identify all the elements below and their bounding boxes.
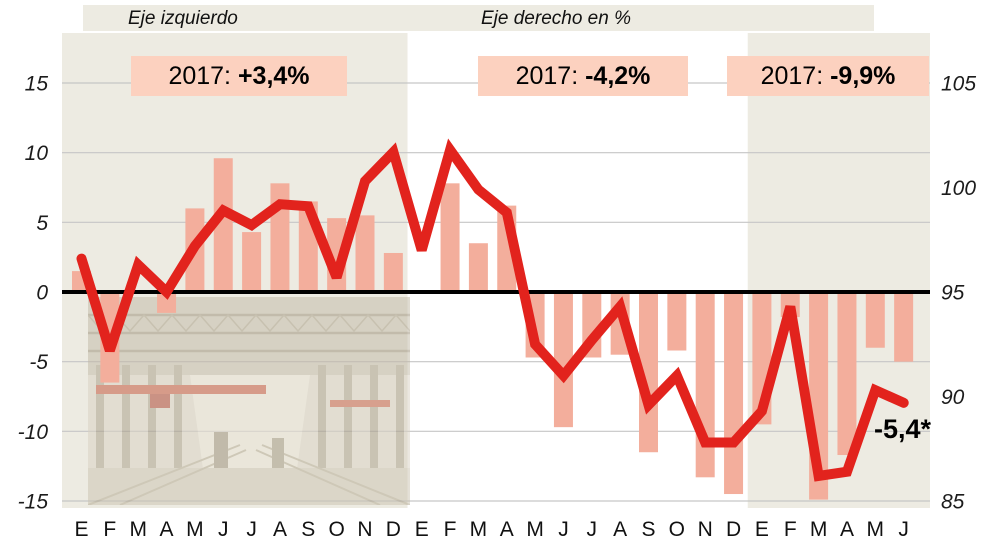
- month-label: M: [526, 518, 544, 541]
- bar: [837, 292, 857, 456]
- month-label: S: [301, 518, 315, 541]
- factory-photo: [88, 297, 410, 505]
- month-label: A: [500, 518, 514, 541]
- month-label: E: [74, 518, 88, 541]
- month-label: O: [669, 518, 685, 541]
- bar: [553, 292, 573, 428]
- left-tick-label: -10: [18, 421, 49, 444]
- month-label: M: [867, 518, 885, 541]
- bar: [383, 252, 403, 292]
- month-label: D: [726, 518, 741, 541]
- month-label: J: [218, 518, 229, 541]
- bar: [695, 292, 715, 478]
- right-tick-label: 100: [941, 177, 976, 200]
- month-label: E: [415, 518, 429, 541]
- bar: [468, 243, 488, 292]
- month-label: A: [160, 518, 174, 541]
- month-label: F: [784, 518, 797, 541]
- bar: [157, 292, 177, 313]
- index-line: [76, 138, 909, 482]
- bar: [639, 292, 658, 453]
- month-label: J: [246, 518, 257, 541]
- month-label: A: [613, 518, 627, 541]
- month-label: N: [698, 518, 713, 541]
- left-tick-label: 15: [25, 73, 49, 96]
- month-label: J: [558, 518, 569, 541]
- month-label: A: [273, 518, 287, 541]
- bar: [667, 292, 687, 351]
- legend-strip: Eje izquierdo Eje derecho en %: [83, 5, 874, 31]
- right-tick-label: 90: [941, 386, 965, 409]
- left-tick-label: 10: [25, 142, 49, 165]
- annotation-value: -4,2%: [585, 61, 651, 90]
- left-tick-label: 5: [36, 212, 48, 235]
- month-label: O: [328, 518, 344, 541]
- month-label: J: [898, 518, 909, 541]
- month-label: M: [186, 518, 204, 541]
- annotation-year: 2017:: [168, 61, 238, 90]
- right-tick-label: 105: [941, 73, 976, 96]
- bar: [242, 232, 262, 292]
- right-tick-label: 85: [941, 491, 965, 514]
- month-label: E: [755, 518, 769, 541]
- month-label: F: [444, 518, 457, 541]
- month-label: F: [103, 518, 116, 541]
- bar: [355, 215, 375, 292]
- annotation-value: +3,4%: [237, 61, 310, 90]
- annotation-2019: 2017: -9,9%: [727, 56, 929, 96]
- bar: [724, 292, 744, 495]
- month-label: M: [810, 518, 828, 541]
- legend-left-axis: Eje izquierdo: [128, 8, 238, 29]
- bar: [894, 292, 914, 362]
- month-label: D: [386, 518, 401, 541]
- annotation-2018: 2017: -4,2%: [478, 56, 688, 96]
- legend-right-axis: Eje derecho en %: [481, 8, 631, 29]
- annotation-2017: 2017: +3,4%: [131, 56, 347, 96]
- bar: [213, 158, 233, 292]
- last-value-label: -5,4*: [874, 414, 932, 444]
- left-tick-label: -15: [18, 491, 49, 514]
- annotation-year: 2017:: [760, 61, 831, 90]
- month-label: S: [641, 518, 655, 541]
- annotation-value: -9,9%: [830, 61, 896, 90]
- month-label: N: [357, 518, 372, 541]
- left-tick-label: -5: [29, 351, 48, 374]
- bar: [865, 292, 885, 348]
- month-label: M: [470, 518, 488, 541]
- annotation-year: 2017:: [515, 61, 586, 90]
- right-tick-label: 95: [941, 282, 965, 305]
- month-label: M: [129, 518, 147, 541]
- month-label: A: [840, 518, 854, 541]
- bar: [440, 183, 460, 292]
- left-tick-label: 0: [36, 282, 48, 305]
- chart-series-layer: [62, 138, 930, 500]
- month-label: J: [587, 518, 598, 541]
